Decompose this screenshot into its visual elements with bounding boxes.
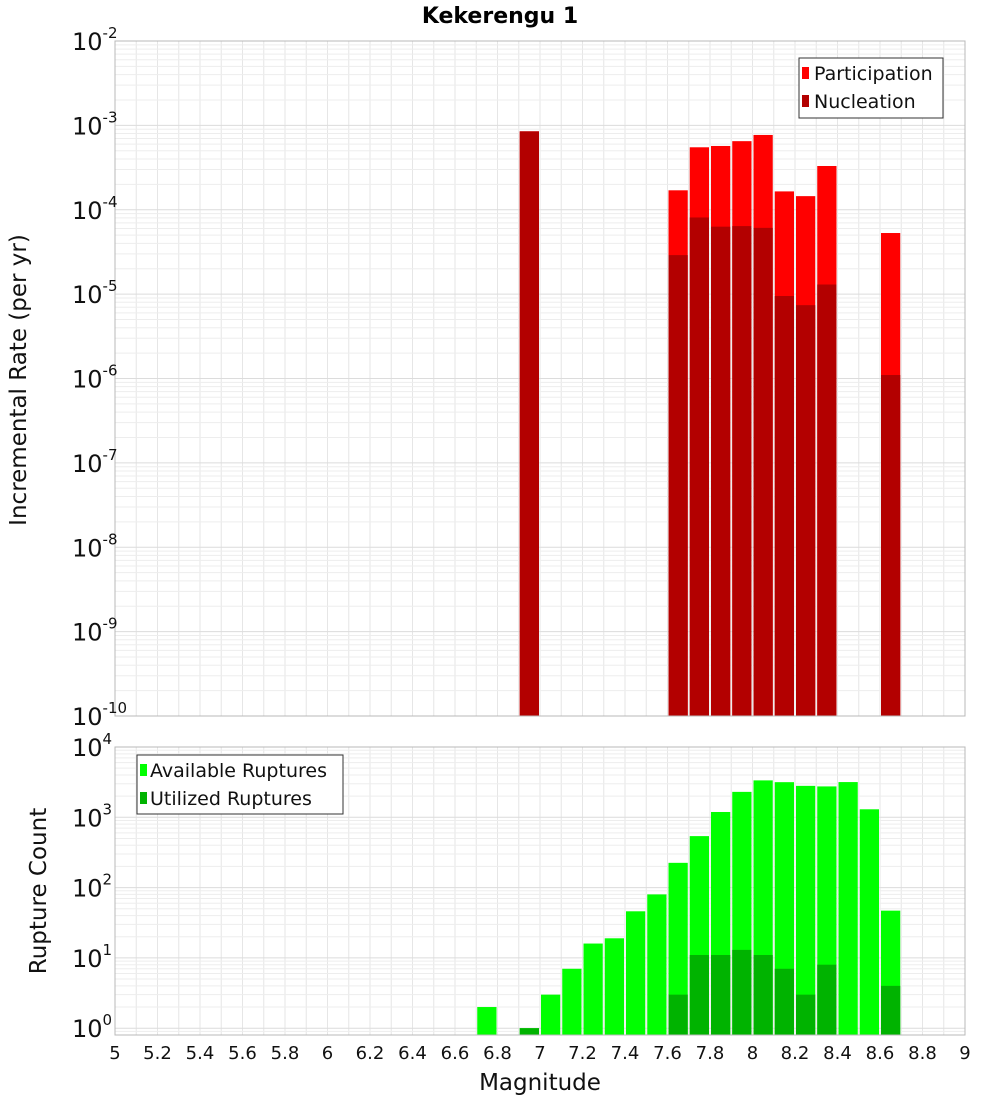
available-bar [562,968,582,1035]
rate-gridlines [114,41,966,717]
x-tick-label: 8.4 [823,1043,852,1064]
count-legend: Available Ruptures Utilized Ruptures [136,754,344,815]
rate-legend: Participation Nucleation [798,57,944,119]
utilized-bar [817,964,837,1035]
rate-y-ticks: 10-10 10-9 10-8 10-7 10-6 10-5 10-4 10-3 10-2 [72,24,127,731]
available-bar [583,943,603,1035]
utilized-bar [711,954,731,1035]
rate-bars [519,131,901,717]
utilized-legend-label: Utilized Ruptures [150,788,312,810]
utilized-bar [774,968,794,1035]
rate-y-tick-label: 10-10 [72,699,127,731]
nucleation-bar [711,226,731,716]
nucleation-bar [881,375,901,716]
available-bar [838,782,858,1035]
x-tick-label: 5.4 [186,1043,215,1064]
available-bar [668,862,688,1035]
x-tick-label: 7.2 [568,1043,597,1064]
participation-legend-swatch [802,67,809,79]
rate-y-tick-label: 10-9 [72,615,118,647]
nucleation-bar [774,296,794,716]
count-y-tick-label: 101 [72,941,112,973]
available-legend-swatch [140,764,147,776]
nucleation-bar [668,255,688,716]
count-y-tick-label: 102 [72,871,112,903]
x-tick-label: 6.4 [398,1043,427,1064]
x-tick-label: 6.2 [356,1043,385,1064]
utilized-bar [753,954,773,1035]
utilized-bar [689,954,709,1035]
utilized-legend-swatch [140,792,147,804]
nucleation-legend-swatch [802,95,809,107]
nucleation-legend-label: Nucleation [814,91,916,113]
count-y-ticks: 100 101 102 103 104 [72,730,112,1043]
x-tick-label: 6 [322,1043,333,1064]
rate-y-axis-label: Incremental Rate (per yr) [6,234,32,526]
x-tick-label: 9 [959,1043,970,1064]
nucleation-bar [796,305,816,716]
x-tick-label: 7 [534,1043,545,1064]
available-bar [541,994,561,1035]
available-bar [604,938,624,1035]
x-tick-label: 8.8 [908,1043,937,1064]
rate-y-tick-label: 10-5 [72,277,118,309]
x-tick-label: 5.2 [143,1043,172,1064]
utilized-bar [732,949,752,1035]
x-tick-label: 5 [109,1043,120,1064]
count-x-ticks: 5 5.2 5.4 5.6 5.8 6 6.2 6.4 6.6 6.8 7 7.2 7.4 7.6 7.8 8… [109,1043,970,1064]
count-y-axis-label: Rupture Count [26,808,52,974]
count-y-tick-label: 104 [72,730,112,762]
x-axis-label: Magnitude [479,1070,601,1096]
count-bars [477,780,901,1035]
nucleation-bar [753,227,773,716]
count-panel: 100 101 102 103 104 5 5.2 5.4 5.6 5.8 6 6.2 6.4 6.6 6… [26,730,971,1096]
rate-plot-frame [114,40,966,717]
x-tick-label: 7.8 [696,1043,725,1064]
participation-legend-label: Participation [814,63,933,85]
nucleation-bar [732,226,752,716]
utilized-bar [881,985,901,1035]
count-legend-box [136,754,344,815]
available-bar [626,911,646,1035]
rate-panel: 10-10 10-9 10-8 10-7 10-6 10-5 10-4 10-3 10-2 In… [6,24,966,731]
rate-y-tick-label: 10-8 [72,530,118,562]
count-y-tick-label: 100 [72,1011,112,1043]
x-tick-label: 5.8 [271,1043,300,1064]
available-bar [859,809,879,1035]
utilized-bar [519,1028,539,1035]
x-tick-label: 8.6 [866,1043,895,1064]
rate-y-tick-label: 10-3 [72,108,118,140]
available-bar [477,1007,497,1035]
rate-y-tick-label: 10-2 [72,24,118,56]
nucleation-bar [689,217,709,717]
x-tick-label: 6.8 [483,1043,512,1064]
x-tick-label: 7.4 [611,1043,640,1064]
chart-title: Kekerengu 1 [422,4,578,29]
x-tick-label: 6.6 [441,1043,470,1064]
utilized-bar [668,994,688,1035]
nucleation-bar [519,131,539,717]
x-tick-label: 7.6 [653,1043,682,1064]
x-tick-label: 5.6 [228,1043,257,1064]
rate-y-tick-label: 10-7 [72,446,118,478]
count-y-tick-label: 103 [72,800,112,832]
utilized-bar [796,994,816,1035]
available-bar [796,785,816,1035]
rate-legend-box [798,57,944,119]
available-bar [647,894,667,1035]
x-tick-label: 8 [747,1043,758,1064]
available-legend-label: Available Ruptures [150,760,327,782]
count-plot-frame [114,746,966,1036]
rate-y-tick-label: 10-4 [72,193,118,225]
nucleation-bar [817,284,837,716]
rate-y-tick-label: 10-6 [72,362,118,394]
x-tick-label: 8.2 [781,1043,810,1064]
